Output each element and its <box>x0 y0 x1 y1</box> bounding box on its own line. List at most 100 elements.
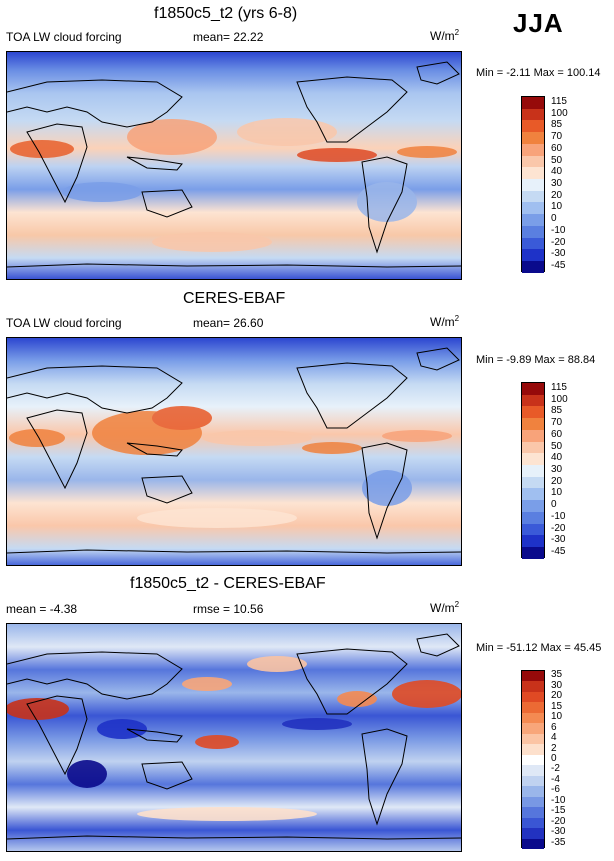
colorbar-level-label: 10 <box>551 201 563 213</box>
colorbar-level-label: 4 <box>551 732 557 744</box>
panel3-rmse: rmse = 10.56 <box>193 602 264 616</box>
colorbar-swatch <box>522 807 544 818</box>
panel2-colorbar <box>521 382 545 559</box>
colorbar-level-label: -30 <box>551 826 566 838</box>
colorbar-swatch <box>522 775 544 787</box>
colorbar-swatch <box>522 453 544 466</box>
colorbar-swatch <box>522 511 544 524</box>
colorbar-swatch <box>522 817 544 829</box>
colorbar-swatch <box>522 418 544 430</box>
panel2-units: W/m2 <box>430 314 460 329</box>
colorbar-level-label: -35 <box>551 836 566 848</box>
panel2-coastlines <box>7 347 461 554</box>
panel3-map <box>6 623 462 852</box>
colorbar-level-label: -2 <box>551 763 560 775</box>
colorbar-level-label: 10 <box>551 487 563 499</box>
panel1-coastlines <box>7 61 461 268</box>
colorbar-level-label: 2 <box>551 742 557 754</box>
colorbar-level-label: -45 <box>551 260 566 272</box>
panel1-map <box>6 51 462 280</box>
colorbar-swatch <box>522 547 544 559</box>
panel1-title: f1850c5_t2 (yrs 6-8) <box>154 5 298 22</box>
panel1-minmax: Min = -2.11 Max = 100.14 <box>476 67 601 79</box>
colorbar-swatch <box>522 190 544 203</box>
colorbar-level-label: 0 <box>551 753 557 764</box>
colorbar-swatch <box>522 441 544 454</box>
colorbar-level-label: 60 <box>551 142 563 154</box>
colorbar-level-label: -6 <box>551 784 560 796</box>
colorbar-swatch <box>522 143 544 156</box>
colorbar-swatch <box>522 429 544 442</box>
colorbar-swatch <box>522 202 544 215</box>
colorbar-swatch <box>522 261 544 273</box>
colorbar-swatch <box>522 179 544 191</box>
colorbar-swatch <box>522 754 544 766</box>
colorbar-swatch <box>522 155 544 168</box>
colorbar-swatch <box>522 394 544 407</box>
colorbar-swatch <box>522 535 544 548</box>
colorbar-swatch <box>522 712 544 724</box>
colorbar-level-label: 30 <box>551 178 563 189</box>
colorbar-swatch <box>522 406 544 419</box>
colorbar-swatch <box>522 523 544 536</box>
colorbar-swatch <box>522 702 544 713</box>
panel1-colorbar <box>521 96 545 273</box>
panel1-units: W/m2 <box>430 28 460 43</box>
colorbar-level-label: 40 <box>551 452 563 464</box>
colorbar-swatch <box>522 796 544 808</box>
colorbar-swatch <box>522 383 544 395</box>
colorbar-swatch <box>522 120 544 133</box>
colorbar-level-label: 40 <box>551 166 563 178</box>
colorbar-swatch <box>522 744 544 755</box>
colorbar-swatch <box>522 786 544 797</box>
colorbar-swatch <box>522 765 544 776</box>
colorbar-level-label: 0 <box>551 499 557 511</box>
colorbar-swatch <box>522 249 544 262</box>
colorbar-level-label: -45 <box>551 546 566 558</box>
colorbar-level-label: 6 <box>551 721 557 733</box>
panel2-mean: mean= 26.60 <box>193 316 264 330</box>
colorbar-level-label: 100 <box>551 107 568 119</box>
colorbar-level-label: -30 <box>551 534 566 546</box>
panel2-title: CERES-EBAF <box>183 290 286 307</box>
colorbar-level-label: 0 <box>551 213 557 225</box>
panel2-minmax: Min = -9.89 Max = 88.84 <box>476 354 596 366</box>
colorbar-swatch <box>522 476 544 489</box>
panel3-difference-features <box>7 656 461 821</box>
colorbar-level-label: -20 <box>551 815 566 827</box>
colorbar-level-label: -15 <box>551 805 566 817</box>
colorbar-swatch <box>522 838 544 849</box>
panel3-minmax: Min = -51.12 Max = 45.45 <box>476 642 602 654</box>
colorbar-swatch <box>522 681 544 692</box>
panel1-forcing-features <box>10 118 457 252</box>
colorbar-level-label: 10 <box>551 711 563 723</box>
colorbar-level-label: 115 <box>551 95 567 107</box>
colorbar-level-label: -10 <box>551 794 566 806</box>
colorbar-level-label: 35 <box>551 669 563 681</box>
colorbar-level-label: 100 <box>551 393 568 405</box>
colorbar-level-label: 50 <box>551 440 563 452</box>
panel1-colorbar-labels: 115 100 85 70 60 50 40 30 20 10 0 -10 -20 -30 -45 <box>551 96 591 272</box>
colorbar-swatch <box>522 733 544 745</box>
colorbar-level-label: 50 <box>551 154 563 166</box>
panel3-coastlines <box>7 633 461 840</box>
colorbar-swatch <box>522 108 544 121</box>
panel1-variable-label: TOA LW cloud forcing <box>6 30 122 44</box>
colorbar-swatch <box>522 225 544 238</box>
colorbar-level-label: 20 <box>551 690 563 702</box>
colorbar-swatch <box>522 465 544 477</box>
colorbar-level-label: 30 <box>551 464 563 475</box>
panel2-colorbar-labels: 115 100 85 70 60 50 40 30 20 10 0 -10 -20 -30 -45 <box>551 382 591 558</box>
panel3-title: f1850c5_t2 - CERES-EBAF <box>130 575 326 592</box>
colorbar-level-label: -4 <box>551 773 560 785</box>
panel3-mean: mean = -4.38 <box>6 602 78 616</box>
colorbar-level-label: -20 <box>551 522 566 534</box>
colorbar-swatch <box>522 97 544 109</box>
panel3-colorbar-labels: 35 30 20 15 10 6 4 2 0 -2 -4 -6 -10 -15 -20 -30 -35 <box>551 670 591 848</box>
season-label: JJA <box>513 8 564 38</box>
colorbar-swatch <box>522 132 544 144</box>
panel2-map <box>6 337 462 566</box>
panel3-units: W/m2 <box>430 600 460 615</box>
colorbar-level-label: 85 <box>551 119 563 131</box>
colorbar-level-label: 20 <box>551 475 563 487</box>
